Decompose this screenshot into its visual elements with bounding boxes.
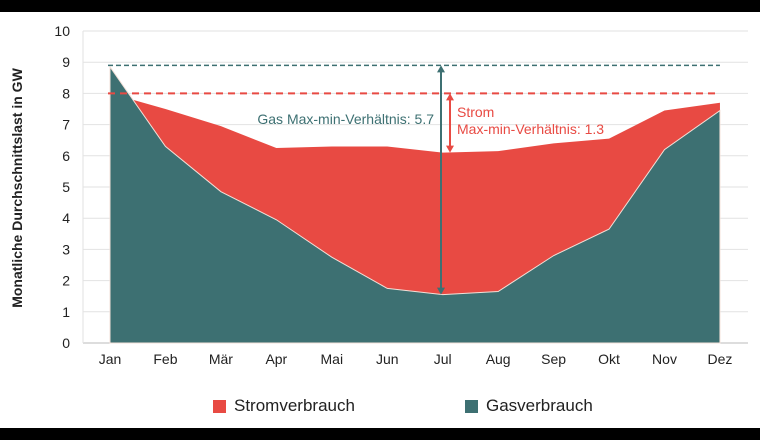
y-tick-label: 3	[62, 241, 70, 257]
gas-ratio-arrow-head-bottom	[437, 287, 445, 295]
x-tick-label: Mär	[209, 351, 233, 367]
legend-swatch-gas	[465, 399, 478, 413]
y-tick-label: 7	[62, 117, 70, 133]
legend-label: Gasverbrauch	[486, 396, 593, 415]
y-tick-label: 5	[62, 179, 70, 195]
strom-ratio-label-line1: Strom	[457, 104, 494, 120]
bottom-border	[0, 428, 760, 440]
x-tick-label: Jul	[434, 351, 452, 367]
legend-swatch-strom	[213, 399, 226, 413]
gas-ratio-label: Gas Max-min-Verhältnis: 5.7	[257, 111, 434, 127]
y-tick-label: 9	[62, 54, 70, 70]
y-tick-label: 0	[62, 335, 70, 351]
x-tick-label: Okt	[598, 351, 620, 367]
x-tick-label: Aug	[486, 351, 511, 367]
legend-item-strom: Stromverbrauch	[213, 396, 355, 416]
x-tick-label: Feb	[153, 351, 177, 367]
x-tick-label: Nov	[652, 351, 677, 367]
top-border	[0, 0, 760, 12]
x-tick-label: Jun	[376, 351, 399, 367]
y-tick-label: 1	[62, 304, 70, 320]
y-axis-label: Monatliche Durchschnittslast in GW	[9, 67, 25, 307]
x-tick-label: Mai	[321, 351, 344, 367]
x-tick-label: Jan	[99, 351, 122, 367]
area-gasverbrauch	[109, 65, 721, 344]
legend-item-gas: Gasverbrauch	[465, 396, 593, 416]
y-tick-label: 10	[54, 23, 70, 39]
strom-ratio-arrow-head-bottom	[446, 145, 454, 153]
x-tick-label: Sep	[541, 351, 566, 367]
gas-ratio-arrow-head-top	[437, 65, 445, 73]
x-tick-label: Dez	[707, 351, 732, 367]
strom-ratio-label-line2: Max-min-Verhältnis: 1.3	[457, 121, 604, 137]
x-tick-label: Apr	[265, 351, 287, 367]
y-tick-label: 8	[62, 85, 70, 101]
legend-label: Stromverbrauch	[234, 396, 355, 415]
y-tick-label: 2	[62, 273, 70, 289]
y-tick-label: 6	[62, 148, 70, 164]
strom-ratio-arrow-head-top	[446, 93, 454, 101]
y-tick-label: 4	[62, 210, 70, 226]
